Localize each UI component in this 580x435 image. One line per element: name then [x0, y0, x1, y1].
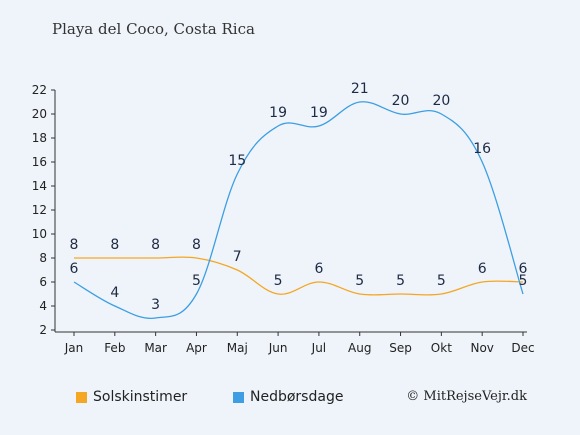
x-tick-label: Dec	[511, 341, 534, 355]
x-tick-label: Okt	[431, 341, 452, 355]
y-tick-label: 18	[32, 131, 47, 145]
data-label-sun: 7	[233, 249, 242, 265]
data-label-rain: 4	[110, 285, 119, 301]
legend-item-sun[interactable]: Solskinstimer	[76, 389, 187, 405]
data-label-sun: 8	[151, 237, 160, 253]
data-label-rain: 21	[351, 81, 369, 97]
data-label-rain: 19	[310, 105, 328, 121]
data-label-sun: 5	[355, 273, 364, 289]
x-tick-label: Apr	[186, 341, 207, 355]
x-tick-label: Feb	[104, 341, 125, 355]
data-label-rain: 19	[269, 105, 287, 121]
data-label-rain: 16	[473, 141, 491, 157]
y-tick-label: 6	[39, 275, 47, 289]
y-tick-label: 20	[32, 107, 47, 121]
x-tick-label: Nov	[470, 341, 493, 355]
legend-swatch-rain	[233, 391, 244, 403]
y-tick-label: 2	[39, 323, 47, 337]
data-label-rain: 3	[151, 297, 160, 313]
y-tick-label: 8	[39, 251, 47, 265]
legend-label-sun: Solskinstimer	[93, 389, 188, 405]
data-label-rain: 6	[70, 261, 79, 277]
x-tick-label: Jun	[268, 341, 288, 355]
data-label-rain: 15	[228, 153, 246, 169]
data-label-rain: 5	[519, 273, 528, 289]
chart-title: Playa del Coco, Costa Rica	[52, 20, 255, 38]
legend-label-rain: Nedbørsdage	[250, 389, 344, 405]
x-tick-label: Mar	[144, 341, 167, 355]
data-label-sun: 8	[110, 237, 119, 253]
x-tick-label: Aug	[348, 341, 371, 355]
x-tick-label: Jul	[311, 341, 326, 355]
y-tick-label: 4	[39, 299, 47, 313]
series-line-rain	[73, 101, 524, 320]
credit-text: © MitRejseVejr.dk	[406, 389, 527, 404]
y-tick-label: 22	[32, 83, 47, 97]
x-tick-label: Jan	[64, 341, 84, 355]
y-tick-label: 16	[32, 155, 47, 169]
data-label-sun: 6	[519, 261, 528, 277]
data-label-sun: 5	[396, 273, 405, 289]
series-line-sun	[73, 256, 524, 296]
data-label-sun: 5	[274, 273, 283, 289]
data-label-sun: 6	[478, 261, 487, 277]
data-label-sun: 6	[314, 261, 323, 277]
legend-item-rain[interactable]: Nedbørsdage	[233, 389, 343, 405]
data-label-rain: 20	[432, 93, 450, 109]
x-tick-label: Sep	[389, 341, 412, 355]
data-label-sun: 8	[192, 237, 201, 253]
y-tick-label: 14	[32, 179, 47, 193]
legend-swatch-sun	[76, 391, 87, 403]
x-tick-label: Maj	[227, 341, 248, 355]
y-tick-label: 10	[32, 227, 47, 241]
data-label-sun: 8	[70, 237, 79, 253]
data-label-rain: 5	[192, 273, 201, 289]
data-label-sun: 5	[437, 273, 446, 289]
data-label-rain: 20	[392, 93, 410, 109]
y-tick-label: 12	[32, 203, 47, 217]
